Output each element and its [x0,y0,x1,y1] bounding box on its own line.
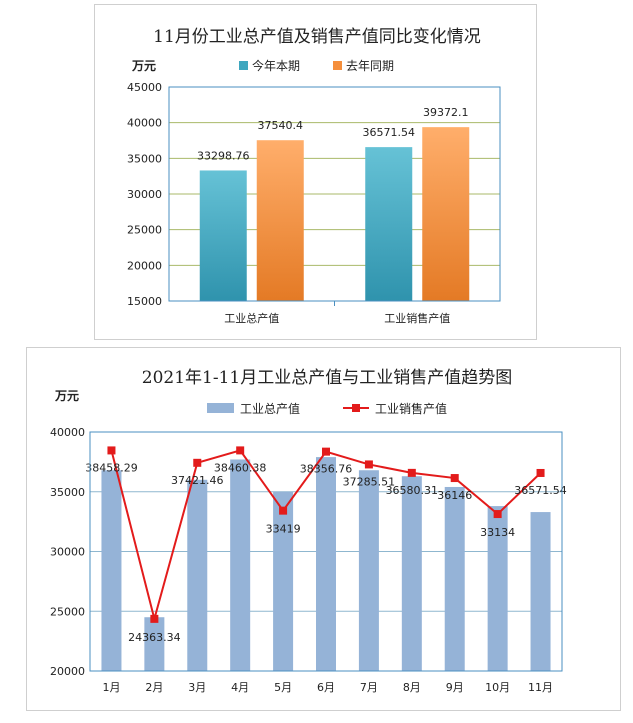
y-tick-label: 40000 [127,117,162,130]
line-value-label: 33134 [480,526,515,539]
y-tick-label: 20000 [50,665,85,678]
bar-total-output [273,491,294,671]
bar-value-label: 37540.4 [258,119,304,132]
bar-total-output [230,459,251,671]
line-value-label: 38458.29 [85,461,138,474]
legend-swatch-last-year [333,61,342,70]
legend-swatch-current [239,61,248,70]
legend-swatch-total [207,403,234,413]
sales-marker [364,460,373,469]
y-tick-label: 45000 [127,81,162,94]
bar-current [199,170,247,301]
bars [101,457,551,671]
x-tick-label: 工业总产值 [224,311,279,325]
x-tick-label: 5月 [274,681,292,694]
sales-marker [279,506,288,515]
line-value-label: 38356.76 [300,463,353,476]
production-comparison-chart: 11月份工业总产值及销售产值同比变化情况 万元 今年本期 去年同期 15000 2… [127,27,501,325]
sales-marker [322,447,330,456]
bar-total-output [316,457,336,671]
x-tick-label: 3月 [188,681,206,694]
y-axis-unit: 万元 [54,389,79,403]
chart-title: 11月份工业总产值及销售产值同比变化情况 [153,27,481,47]
sales-marker [150,614,159,623]
x-axis-ticks: 工业总产值 工业销售产值 [224,301,450,325]
y-tick-label: 40000 [50,426,85,439]
x-tick-label: 4月 [231,681,249,694]
line-value-label: 38460.38 [214,461,267,474]
line-value-label: 36571.54 [514,484,567,497]
sales-marker [450,474,459,483]
x-tick-label: 8月 [403,681,421,694]
y-tick-label: 35000 [50,486,85,499]
line-value-label: 24363.34 [128,631,181,644]
sales-marker [536,468,545,477]
bar-total-output [101,470,122,671]
line-value-label: 33419 [266,523,301,536]
legend-marker-sales [352,404,360,412]
y-axis-ticks: 20000 25000 30000 35000 40000 [50,426,85,678]
sales-marker [493,510,502,519]
sales-marker [407,468,416,477]
bar-total-output [487,506,508,671]
bar-total-output [187,479,208,671]
y-axis-ticks: 15000 20000 25000 30000 35000 40000 45000 [127,81,162,308]
plot-area-frame [89,431,563,672]
x-tick-label: 2月 [145,681,163,694]
y-tick-label: 20000 [127,259,162,272]
sales-marker [107,446,116,455]
y-tick-label: 15000 [127,295,162,308]
legend-label-sales: 工业销售产值 [375,401,447,416]
bar-last-year [256,140,304,301]
y-tick-label: 35000 [127,152,162,165]
x-tick-label: 10月 [485,681,510,694]
x-tick-label: 11月 [528,681,553,694]
x-tick-label: 7月 [360,681,378,694]
y-tick-label: 30000 [127,188,162,201]
bar-last-year [422,127,470,301]
plot-area-frame [168,86,501,302]
x-tick-label: 1月 [102,681,120,694]
legend-label-current: 今年本期 [252,58,300,73]
x-axis-ticks: 1月 2月 3月 4月 5月 6月 7月 8月 9月 10月 11月 [102,681,553,694]
x-tick-label: 工业销售产值 [384,311,450,325]
trend-chart: 2021年1-11月工业总产值与工业销售产值趋势图 万元 工业总产值 工业销售产… [50,368,567,694]
line-value-label: 36580.31 [386,484,439,497]
line-value-label: 36146 [437,489,472,502]
line-value-label: 37285.51 [343,475,396,488]
sales-line [107,446,545,623]
chart-panel-2: 2021年1-11月工业总产值与工业销售产值趋势图 万元 工业总产值 工业销售产… [26,347,621,711]
legend-label-last-year: 去年同期 [346,59,394,73]
legend: 今年本期 去年同期 [239,58,394,73]
y-tick-label: 25000 [50,605,85,618]
bar-value-label: 36571.54 [363,126,416,139]
legend: 工业总产值 工业销售产值 [207,401,447,416]
chart-panel-1: 11月份工业总产值及销售产值同比变化情况 万元 今年本期 去年同期 15000 2… [94,4,537,340]
bar-total-output [444,486,465,671]
bar-total-output [358,470,379,671]
bar-total-output [144,617,165,671]
chart-title: 2021年1-11月工业总产值与工业销售产值趋势图 [142,368,512,388]
bar-current [365,147,413,301]
bars [199,127,470,301]
sales-marker [236,446,245,455]
data-labels: 33298.76 37540.4 36571.54 39372.1 [197,106,469,162]
x-tick-label: 9月 [446,681,464,694]
y-tick-label: 30000 [50,546,85,559]
x-tick-label: 6月 [317,681,335,694]
bar-value-label: 33298.76 [197,149,250,162]
line-value-label: 37421.46 [171,474,224,487]
bar-total-output [530,512,551,671]
bar-total-output [401,476,422,671]
sales-marker [193,458,202,467]
legend-label-total: 工业总产值 [240,401,300,416]
y-tick-label: 25000 [127,224,162,237]
bar-value-label: 39372.1 [423,106,469,119]
y-axis-unit: 万元 [131,59,156,73]
